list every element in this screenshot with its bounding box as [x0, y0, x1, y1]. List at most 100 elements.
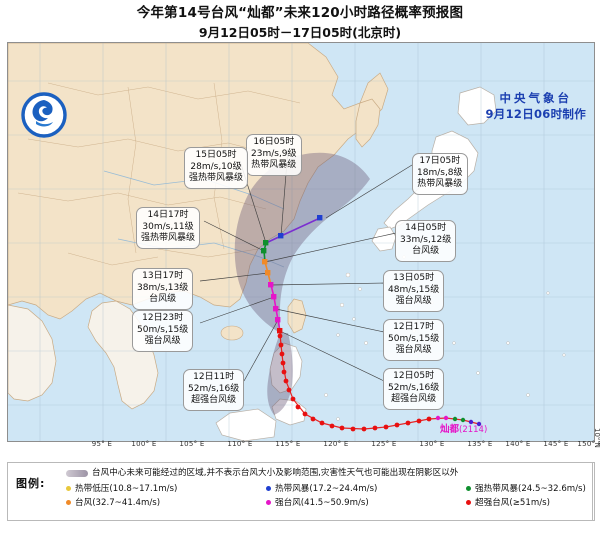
lon-tick: 100° E	[131, 440, 157, 448]
org-issue-date: 9月12日06时制作	[485, 106, 586, 121]
legend-items: 热带低压(10.8~17.1m/s) 热带风暴(17.2~24.4m/s) 强热…	[66, 482, 586, 508]
lon-tick: 140° E	[505, 440, 531, 448]
callout-wind: 38m/s,13级	[137, 282, 189, 293]
lon-tick: 115° E	[275, 440, 301, 448]
typhoon-forecast-map-page: 今年第14号台风“灿都”未来120小时路径概率预报图 9月12日05时－17日0…	[0, 4, 600, 521]
cone-swatch-icon	[66, 470, 88, 478]
legend-item-severe-typhoon: 强台风(41.5~50.9m/s)	[266, 496, 466, 508]
callout-time: 12日17时	[393, 322, 435, 332]
legend-title: 图例:	[16, 477, 46, 490]
callout-grade: 超强台风级	[191, 395, 237, 406]
forecast-track	[261, 215, 323, 334]
org-name: 中央气象台	[499, 91, 572, 105]
callout-wind: 52m/s,16级	[388, 382, 440, 393]
callout-wind: 18m/s,8级	[417, 167, 463, 178]
callout-grade: 热带风暴级	[417, 179, 463, 190]
lon-tick: 130° E	[419, 440, 445, 448]
map-frame[interactable]: 中央气象台 9月12日06时制作 灿都(2114) 17日05时 18m/s,8…	[7, 42, 595, 442]
lon-tick: 125° E	[371, 440, 397, 448]
forecast-track-points	[261, 215, 323, 334]
taiwan-island	[287, 298, 307, 334]
callout-time: 14日17时	[147, 210, 189, 220]
longitude-axis: 95° E 100° E 105° E 110° E 115° E 120° E…	[7, 440, 600, 454]
page-title: 今年第14号台风“灿都”未来120小时路径概率预报图	[136, 5, 464, 21]
callout-grade: 强台风级	[395, 296, 432, 307]
japan-kyushu	[371, 226, 397, 252]
callout-time: 12日11时	[193, 372, 235, 382]
lon-tick: 145° E	[543, 440, 569, 448]
typhoon-name-label: 灿都(2114)	[440, 421, 487, 435]
legend-cone-note: 台风中心未来可能经过的区域,并不表示台风大小及影响范围,灾害性天气也可能出现在阴…	[66, 468, 586, 479]
lon-tick: 135° E	[467, 440, 493, 448]
grade-dot-icon	[66, 499, 71, 505]
callout-time: 13日05时	[393, 273, 435, 283]
callout-15d05[interactable]: 15日05时 28m/s,10级 强热带风暴级	[184, 147, 249, 189]
legend-item-label: 热带风暴(17.2~24.4m/s)	[275, 484, 378, 495]
legend-item-tropical-depression: 热带低压(10.8~17.1m/s)	[66, 482, 266, 494]
legend-item-label: 强台风(41.5~50.9m/s)	[275, 498, 369, 509]
callout-time: 12日05时	[393, 371, 435, 381]
callout-time: 14日05时	[405, 223, 447, 233]
callout-wind: 33m/s,12级	[400, 234, 452, 245]
legend-item-severe-tropical-storm: 强热带风暴(24.5~32.6m/s)	[466, 482, 586, 494]
callout-time: 16日05时	[253, 137, 295, 147]
callout-grade: 强热带风暴级	[141, 233, 196, 244]
callout-17d05[interactable]: 17日05时 18m/s,8级 热带风暴级	[412, 153, 468, 195]
callout-wind: 48m/s,15级	[388, 284, 440, 295]
callout-grade: 热带风暴级	[251, 160, 297, 171]
grade-dot-icon	[66, 485, 71, 491]
callout-12d05[interactable]: 12日05时 52m/s,16级 超强台风级	[383, 368, 445, 410]
legend-note-text: 台风中心未来可能经过的区域,并不表示台风大小及影响范围,灾害性天气也可能出现在阴…	[92, 468, 459, 478]
probability-cone	[234, 152, 370, 333]
lon-tick: 105° E	[179, 440, 205, 448]
legend-item-label: 台风(32.7~41.4m/s)	[75, 498, 161, 509]
approval-number-panel: 审图号: GS (2019) 3082号	[591, 463, 600, 520]
callout-14d17[interactable]: 14日17时 30m/s,11级 强热带风暴级	[136, 207, 201, 249]
page-title-block: 今年第14号台风“灿都”未来120小时路径概率预报图 9月12日05时－17日0…	[0, 4, 600, 42]
legend-content: 图例: 台风中心未来可能经过的区域,并不表示台风大小及影响范围,灾害性天气也可能…	[8, 463, 592, 520]
typhoon-name: 灿都	[440, 424, 460, 435]
callout-13d05[interactable]: 13日05时 48m/s,15级 强台风级	[383, 270, 445, 312]
past-track-points	[277, 333, 482, 432]
callout-12d23[interactable]: 12日23时 50m/s,15级 强台风级	[132, 310, 194, 352]
lon-tick: 110° E	[227, 440, 253, 448]
callout-12d11[interactable]: 12日11时 52m/s,16级 超强台风级	[183, 369, 245, 411]
callout-13d17[interactable]: 13日17时 38m/s,13级 台风级	[132, 268, 194, 310]
callout-wind: 30m/s,11级	[142, 221, 194, 232]
legend-panel: 图例: 台风中心未来可能经过的区域,并不表示台风大小及影响范围,灾害性天气也可能…	[7, 462, 595, 521]
callout-wind: 23m/s,9级	[251, 148, 297, 159]
probability-cone-tail	[267, 333, 293, 415]
legend-item-label: 热带低压(10.8~17.1m/s)	[75, 484, 178, 495]
grade-dot-icon	[466, 485, 471, 491]
latitude-label-right: 10° N	[593, 428, 600, 448]
callout-grade: 台风级	[149, 294, 177, 305]
callout-time: 12日23时	[142, 313, 184, 323]
callout-time: 17日05时	[419, 156, 461, 166]
callout-grade: 台风级	[412, 246, 440, 257]
legend-item-tropical-storm: 热带风暴(17.2~24.4m/s)	[266, 482, 466, 494]
cma-logo	[20, 91, 68, 139]
legend-item-typhoon: 台风(32.7~41.4m/s)	[66, 496, 266, 508]
grade-dot-icon	[466, 499, 471, 505]
japan-hokkaido	[457, 86, 497, 126]
philippines-luzon	[269, 342, 303, 394]
india-east-coast	[8, 304, 57, 402]
lon-tick: 95° E	[91, 440, 113, 448]
callout-grade: 强台风级	[144, 336, 181, 347]
callout-grade: 强热带风暴级	[189, 173, 244, 184]
page-subtitle: 9月12日05时－17日05时(北京时)	[198, 24, 402, 40]
callout-12d17[interactable]: 12日17时 50m/s,15级 强台风级	[383, 319, 445, 361]
callout-14d05[interactable]: 14日05时 33m/s,12级 台风级	[395, 220, 457, 262]
issuing-org-stamp: 中央气象台 9月12日06时制作	[485, 91, 586, 122]
callout-wind: 52m/s,16级	[188, 383, 240, 394]
callout-grade: 超强台风级	[391, 394, 437, 405]
hainan-island	[220, 325, 244, 341]
callout-time: 15日05时	[195, 150, 237, 160]
typhoon-number: (2114)	[459, 425, 488, 435]
borneo-island	[215, 408, 277, 441]
callout-wind: 50m/s,15级	[137, 324, 189, 335]
map-canvas: 中央气象台 9月12日06时制作 灿都(2114) 17日05时 18m/s,8…	[8, 43, 594, 441]
legend-item-label: 超强台风(≥51m/s)	[475, 498, 550, 509]
callout-16d05[interactable]: 16日05时 23m/s,9级 热带风暴级	[246, 134, 302, 176]
callout-time: 13日17时	[142, 271, 184, 281]
